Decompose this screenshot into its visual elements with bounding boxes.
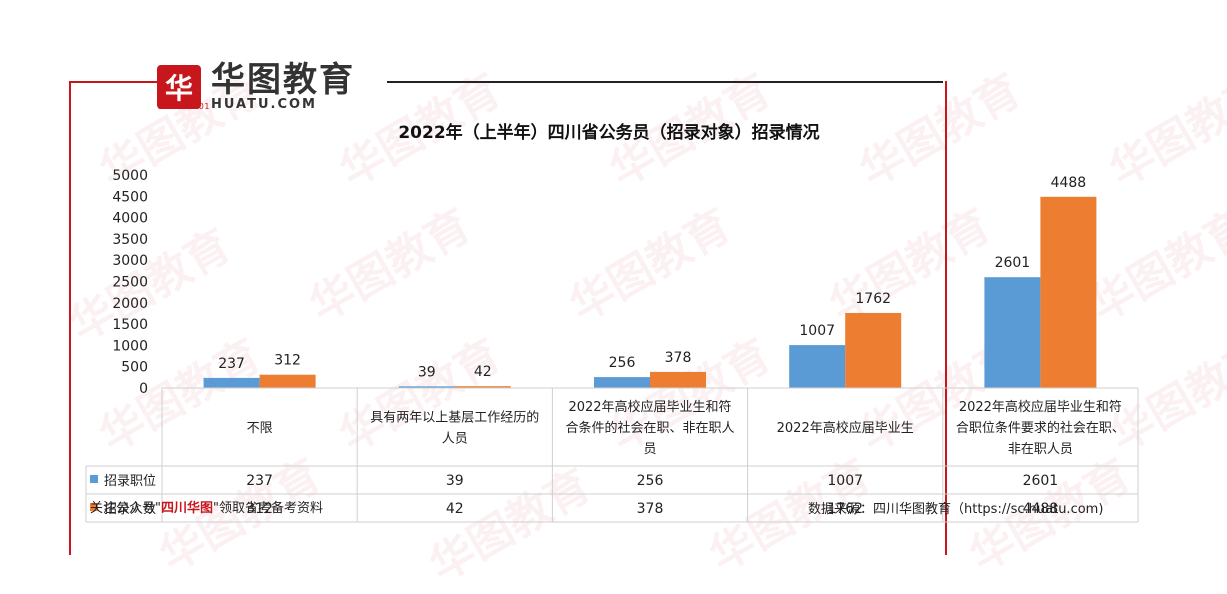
data-label: 312 <box>274 353 301 369</box>
table-cell: 2601 <box>1023 473 1059 489</box>
data-label: 4488 <box>1051 175 1087 191</box>
legend-swatch <box>90 503 98 511</box>
bar <box>789 345 846 388</box>
y-tick-label: 4000 <box>112 211 148 227</box>
y-tick-label: 1000 <box>112 338 148 354</box>
y-tick-label: 2500 <box>112 275 148 291</box>
data-label: 378 <box>665 350 692 366</box>
frame-border-top-left <box>69 81 159 83</box>
y-tick-label: 500 <box>121 360 148 376</box>
data-label: 2601 <box>995 255 1031 271</box>
category-label: 非在职人员 <box>1008 442 1073 457</box>
bars: 237 312 39 42 256 378 1007 1762 2601 4488 <box>203 175 1097 388</box>
y-tick-label: 0 <box>139 381 148 397</box>
bar <box>845 312 902 388</box>
y-tick-label: 5000 <box>112 168 148 184</box>
category-label: 2022年高校应届毕业生和符 <box>568 399 731 415</box>
frame-border-top <box>387 81 943 83</box>
bar <box>1040 196 1097 388</box>
frame-border-right <box>945 81 947 555</box>
table-cell: 1007 <box>827 473 863 489</box>
category-label: 合条件的社会在职、非在职人 <box>565 420 734 436</box>
logo-text: 华图教育 HUATU.COM <box>211 62 355 112</box>
data-label: 39 <box>418 364 436 380</box>
data-label: 1007 <box>799 323 835 339</box>
table-cell: 4488 <box>1023 501 1059 517</box>
table-cell: 237 <box>246 473 273 489</box>
category-label: 2022年高校应届毕业生 <box>777 420 914 436</box>
category-label: 具有两年以上基层工作经历的 <box>370 410 539 426</box>
legend-swatch <box>90 475 98 483</box>
category-label: 合职位条件要求的社会在职、 <box>956 420 1125 436</box>
bar <box>984 277 1041 388</box>
table-cell: 256 <box>637 473 664 489</box>
y-tick-label: 2000 <box>112 296 148 312</box>
bar <box>398 386 455 388</box>
footer-source: 数据来源：四川华图教育（https://sc.huatu.com) <box>808 502 1104 517</box>
table-cell: 312 <box>246 501 273 517</box>
logo-name-cn: 华图教育 <box>211 60 355 100</box>
footer-prefix: 关注公众号" <box>90 501 161 516</box>
legend-label: 招录人数 <box>104 502 156 517</box>
table-cell: 42 <box>446 501 464 517</box>
bar <box>594 377 650 388</box>
bar <box>650 371 706 388</box>
data-label: 237 <box>218 356 245 372</box>
data-table: 不限具有两年以上基层工作经历的人员2022年高校应届毕业生和符合条件的社会在职、… <box>85 387 1139 523</box>
footer-suffix: "领取省考备考资料 <box>213 501 323 516</box>
category-label: 不限 <box>247 421 273 436</box>
category-label: 员 <box>643 442 656 457</box>
brand-logo: 华 华图教育 HUATU.COM <box>157 60 355 114</box>
data-label: 42 <box>474 364 492 380</box>
bar <box>454 386 511 388</box>
y-tick-label: 4500 <box>112 189 148 205</box>
data-label: 256 <box>609 355 636 371</box>
category-label: 2022年高校应届毕业生和符 <box>959 399 1122 415</box>
footer-brand: 四川华图 <box>160 501 213 516</box>
chart-title: 2022年（上半年）四川省公务员（招录对象）招录情况 <box>398 122 819 143</box>
bar-chart: 2022年（上半年）四川省公务员（招录对象）招录情况 0 500 1000 1500 2… <box>85 122 1139 523</box>
logo-name-en: HUATU.COM <box>211 97 317 112</box>
y-axis: 0 500 1000 1500 2000 2500 3000 3500 4000 4500 5000 <box>112 168 148 397</box>
logo-mark-icon: 华 <box>157 65 201 109</box>
data-label: 1762 <box>855 291 891 307</box>
y-tick-label: 1500 <box>112 317 148 333</box>
table-cell: 1762 <box>827 501 863 517</box>
category-label: 人员 <box>442 432 468 447</box>
bar <box>203 377 260 388</box>
footer-wechat-note: 关注公众号"四川华图"领取省考备考资料 <box>90 497 323 516</box>
logo-since: SINCE 2001 <box>158 102 210 111</box>
table-cell: 39 <box>446 473 464 489</box>
frame-border-left <box>69 81 71 555</box>
y-tick-label: 3500 <box>112 232 148 248</box>
bar <box>259 374 316 388</box>
table-cell: 378 <box>637 501 664 517</box>
legend-label: 招录职位 <box>104 474 156 489</box>
y-tick-label: 3000 <box>112 253 148 269</box>
